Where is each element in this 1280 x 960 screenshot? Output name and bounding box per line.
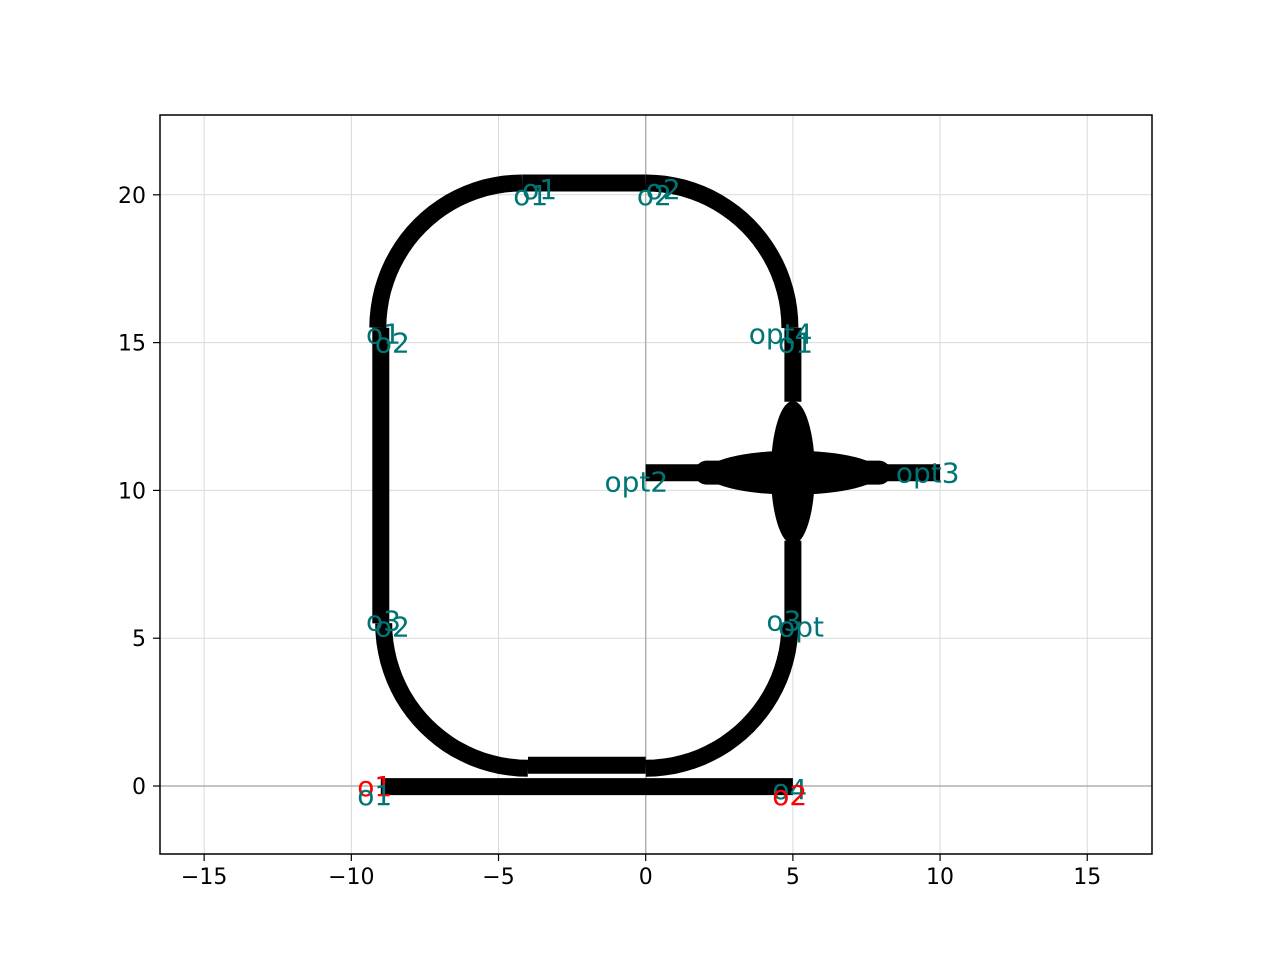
port-label: o3 [766, 604, 801, 637]
x-tick-label: −5 [482, 865, 514, 890]
port-label: o2 [375, 610, 410, 643]
port-label: opt3 [896, 457, 960, 490]
axes-frame [159, 114, 1153, 855]
x-tick-label: 5 [786, 865, 800, 890]
y-tick-label: 10 [118, 479, 146, 504]
port-label: o1 [778, 327, 813, 360]
port-label: o4 [772, 773, 807, 806]
y-tick-label: 5 [132, 627, 146, 652]
port-label: o1 [357, 779, 392, 812]
port-label: o2 [375, 327, 410, 360]
waveguide-layer [369, 174, 941, 796]
x-tick-label: −10 [328, 865, 374, 890]
port-label: opt2 [604, 466, 668, 499]
port-label: o1 [366, 318, 401, 351]
port-label: o3 [366, 604, 401, 637]
waveguide-bend-top-right [645, 174, 799, 329]
waveguide-bend-top-left [369, 174, 523, 329]
port-label: o1 [513, 179, 548, 212]
x-tick-label: 15 [1073, 865, 1101, 890]
waveguide-bend-bottom-right [645, 623, 799, 777]
port-label: o2 [646, 173, 681, 206]
crossing-arm-horizontal [694, 460, 892, 485]
port-label: o1 [357, 770, 392, 803]
x-tick-label: −15 [181, 865, 227, 890]
port-label: o1 [522, 173, 557, 206]
tick-layer: −15 −10 −5 0 5 10 15 0 5 10 15 20 [118, 184, 1101, 890]
x-tick-label: 0 [639, 865, 653, 890]
x-tick-label: 10 [926, 865, 954, 890]
waveguide-bend-bottom-left [375, 623, 529, 777]
y-tick-label: 0 [132, 775, 146, 800]
y-tick-label: 20 [118, 184, 146, 209]
y-tick-label: 15 [118, 332, 146, 357]
port-label: opt [778, 610, 824, 643]
port-label: o2 [772, 779, 807, 812]
port-label: opt4 [749, 318, 813, 351]
port-label: o2 [637, 179, 672, 212]
